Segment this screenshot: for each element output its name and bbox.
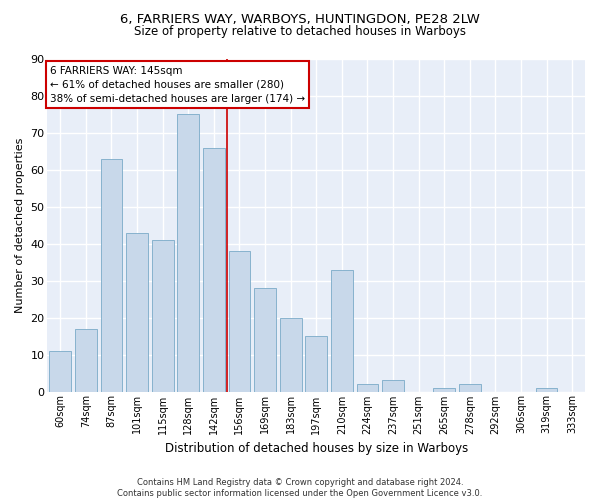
Bar	[331, 270, 353, 392]
Bar	[75, 328, 97, 392]
X-axis label: Distribution of detached houses by size in Warboys: Distribution of detached houses by size …	[164, 442, 468, 455]
Bar	[356, 384, 379, 392]
Bar	[433, 388, 455, 392]
Bar	[126, 232, 148, 392]
Bar	[49, 351, 71, 392]
Text: Size of property relative to detached houses in Warboys: Size of property relative to detached ho…	[134, 25, 466, 38]
Bar	[382, 380, 404, 392]
Text: 6 FARRIERS WAY: 145sqm
← 61% of detached houses are smaller (280)
38% of semi-de: 6 FARRIERS WAY: 145sqm ← 61% of detached…	[50, 66, 305, 104]
Text: 6, FARRIERS WAY, WARBOYS, HUNTINGDON, PE28 2LW: 6, FARRIERS WAY, WARBOYS, HUNTINGDON, PE…	[120, 12, 480, 26]
Bar	[280, 318, 302, 392]
Text: Contains HM Land Registry data © Crown copyright and database right 2024.
Contai: Contains HM Land Registry data © Crown c…	[118, 478, 482, 498]
Bar	[305, 336, 327, 392]
Bar	[152, 240, 173, 392]
Bar	[203, 148, 225, 392]
Bar	[229, 251, 250, 392]
Bar	[101, 159, 122, 392]
Y-axis label: Number of detached properties: Number of detached properties	[15, 138, 25, 313]
Bar	[178, 114, 199, 392]
Bar	[536, 388, 557, 392]
Bar	[254, 288, 276, 392]
Bar	[459, 384, 481, 392]
